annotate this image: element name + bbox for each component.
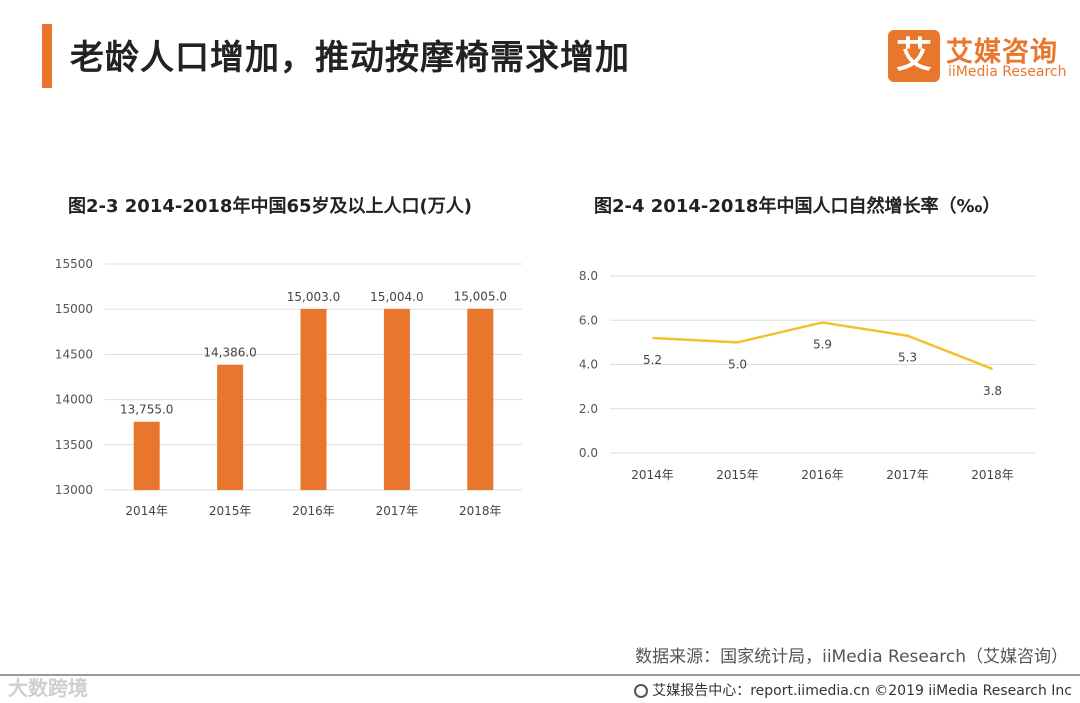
bar-x-tick-label: 2018年 — [459, 504, 502, 518]
line-y-tick-label: 6.0 — [579, 313, 598, 327]
bar-chart: 13000 13500 14000 14500 15000 15500 13,755.0 20… — [55, 257, 522, 518]
line-data-label: 5.0 — [728, 357, 747, 371]
bar-data-label: 15,004.0 — [370, 290, 423, 304]
footer-divider — [0, 674, 1080, 676]
bar-data-label: 15,003.0 — [287, 290, 340, 304]
line-y-tick-label: 8.0 — [579, 269, 598, 283]
logo-name-cn: 艾媒咨询 — [946, 37, 1058, 68]
bar-chart-title: 图2-3 2014-2018年中国65岁及以上人口(万人) — [68, 196, 472, 217]
iimedia-logo: 艾 艾媒咨询 iiMedia Research — [888, 30, 1068, 86]
bar-y-tick-label: 14500 — [55, 347, 93, 361]
line-data-label: 3.8 — [983, 384, 1002, 398]
bar-data-label: 13,755.0 — [120, 403, 173, 417]
line-x-tick-label: 2016年 — [801, 468, 844, 482]
bar — [383, 308, 410, 490]
logo-mark: 艾 — [888, 30, 940, 82]
bar-y-tick-label: 13500 — [55, 438, 93, 452]
line-data-label: 5.2 — [643, 353, 662, 367]
watermark: 大数跨境 — [8, 676, 88, 700]
bar-y-tick-label: 15500 — [55, 257, 93, 271]
line-y-tick-label: 2.0 — [579, 402, 598, 416]
line-x-tick-label: 2018年 — [971, 468, 1014, 482]
logo-name-en: iiMedia Research — [948, 64, 1067, 80]
bar-y-tick-label: 13000 — [55, 483, 93, 497]
page-title: 老龄人口增加，推动按摩椅需求增加 — [70, 38, 630, 78]
bar-x-tick-label: 2017年 — [376, 504, 419, 518]
line-data-label: 5.3 — [898, 351, 917, 365]
line-chart-title: 图2-4 2014-2018年中国人口自然增长率（‰） — [594, 196, 1001, 217]
bar-data-label: 15,005.0 — [454, 290, 507, 304]
bar — [133, 421, 160, 490]
title-accent-bar — [42, 24, 52, 88]
bar-y-tick-label: 14000 — [55, 393, 93, 407]
globe-icon — [634, 684, 649, 698]
line-x-tick-label: 2017年 — [886, 468, 929, 482]
bar-x-tick-label: 2016年 — [292, 504, 335, 518]
bar-y-tick-label: 15000 — [55, 302, 93, 316]
line-x-tick-label: 2015年 — [716, 468, 759, 482]
footer-text: 艾媒报告中心：report.iimedia.cn ©2019 iiMedia R… — [652, 683, 1072, 699]
line-series — [652, 321, 993, 371]
bar-x-tick-label: 2015年 — [209, 504, 252, 518]
line-data-label: 5.9 — [813, 337, 832, 351]
footer: 艾媒报告中心：report.iimedia.cn ©2019 iiMedia R… — [634, 680, 1072, 700]
bar — [300, 308, 327, 490]
line-y-tick-label: 4.0 — [579, 358, 598, 372]
bar — [467, 308, 494, 490]
bar — [217, 364, 244, 490]
line-x-tick-label: 2014年 — [631, 468, 674, 482]
bar-data-label: 14,386.0 — [203, 346, 256, 360]
line-chart: 0.0 2.0 4.0 6.0 8.0 5.2 2014年 5.0 2015年 5.9 2016年 5… — [579, 269, 1035, 482]
line-y-tick-label: 0.0 — [579, 446, 598, 460]
data-source: 数据来源：国家统计局，iiMedia Research（艾媒咨询） — [635, 647, 1068, 667]
bar-x-tick-label: 2014年 — [125, 504, 168, 518]
